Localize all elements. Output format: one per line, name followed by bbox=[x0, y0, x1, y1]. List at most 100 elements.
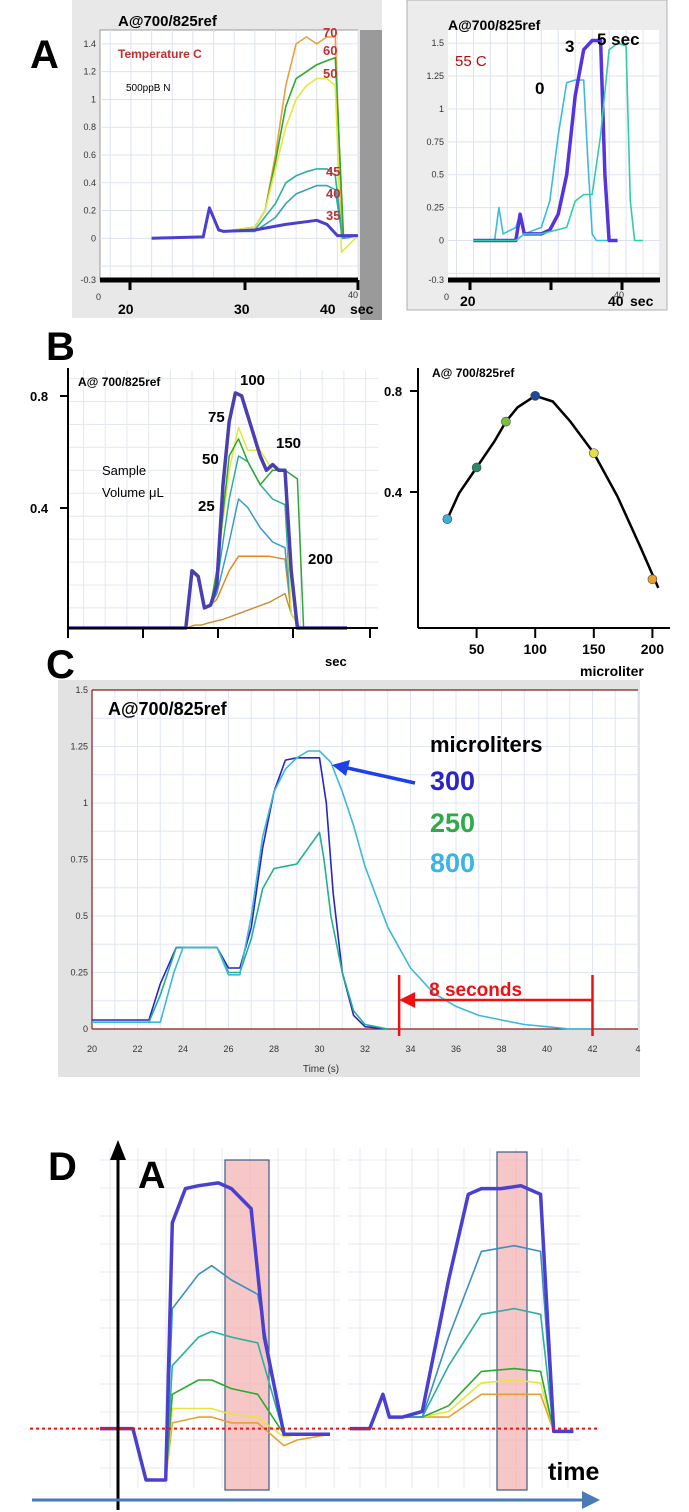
a1-label-40: 40 bbox=[326, 186, 340, 201]
c-annotation-arrowhead bbox=[399, 992, 416, 1008]
a2-label-3: 3 bbox=[565, 37, 574, 56]
panel-label-c: C bbox=[46, 643, 75, 687]
b2-x-tick-150: 150 bbox=[582, 641, 606, 657]
b1-y-tick-0.4: 0.4 bbox=[30, 501, 49, 516]
c-x-tick-38: 38 bbox=[496, 1044, 506, 1054]
a1-small-tick-40: 40 bbox=[348, 290, 358, 300]
c-x-tick-42: 42 bbox=[587, 1044, 597, 1054]
d-x-axis-label: time bbox=[548, 1458, 600, 1486]
c-legend-title: microliters bbox=[430, 732, 543, 757]
b1-note-line2: Volume μL bbox=[102, 485, 164, 500]
c-annotation-text: 8 seconds bbox=[429, 980, 522, 1001]
d-y-axis-arrowhead bbox=[110, 1140, 126, 1160]
d-y-axis-label: A bbox=[138, 1155, 165, 1197]
a1-note: 500ppB N bbox=[126, 83, 170, 94]
c-y-tick-1.25: 1.25 bbox=[70, 742, 88, 752]
c-x-tick-32: 32 bbox=[360, 1044, 370, 1054]
b2-point-100 bbox=[530, 390, 541, 401]
a1-small-tick-0: 0 bbox=[96, 292, 101, 302]
a1-y-tick-1: 1 bbox=[91, 94, 96, 104]
c-x-tick-36: 36 bbox=[451, 1044, 461, 1054]
c-y-tick-0.5: 0.5 bbox=[75, 911, 88, 921]
c-x-tick-22: 22 bbox=[132, 1044, 142, 1054]
d-left-plot bbox=[100, 1148, 340, 1488]
c-y-tick-1.5: 1.5 bbox=[75, 685, 88, 695]
c-y-tick-0.75: 0.75 bbox=[70, 855, 88, 865]
chart-b1: 0.8 0.4 A@ 700/825ref Sample Volume μL s… bbox=[30, 368, 378, 669]
b1-y-tick-0.8: 0.8 bbox=[30, 389, 48, 404]
a1-label-70: 70 bbox=[323, 25, 337, 40]
b1-label-50: 50 bbox=[202, 451, 219, 468]
c-y-tick-0: 0 bbox=[83, 1024, 88, 1034]
a1-series-35 bbox=[151, 206, 358, 240]
b2-y-tick-0.8: 0.8 bbox=[384, 384, 402, 399]
b2-point-75 bbox=[501, 416, 511, 427]
c-legend-arrowhead bbox=[332, 760, 350, 776]
a1-label-45: 45 bbox=[326, 164, 340, 179]
a2-y-tick-0.25: 0.25 bbox=[426, 203, 444, 213]
c-x-tick-40: 40 bbox=[542, 1044, 552, 1054]
chart-b2: 50 100 150 200 0.8 0.4 A@ 700/825ref microl… bbox=[384, 366, 670, 679]
b2-title: A@ 700/825ref bbox=[432, 366, 515, 380]
b1-label-25: 25 bbox=[198, 498, 215, 515]
b1-label-100: 100 bbox=[240, 372, 265, 389]
b2-point-50 bbox=[471, 462, 482, 473]
a1-x-tick-40: 40 bbox=[320, 301, 336, 317]
b2-point-25 bbox=[442, 514, 453, 524]
a2-plot-area bbox=[448, 30, 660, 280]
c-annotation: 8 seconds bbox=[397, 975, 594, 1036]
b2-point-200 bbox=[647, 574, 658, 585]
chart-c: 20 22 24 26 28 30 32 34 36 38 40 42 4 1.5 1.25 1 0.75 0.… bbox=[58, 680, 641, 1077]
chart-a1: 1.41.210.80.60.40.20-0.3 0 40 20 30 40 s… bbox=[72, 0, 382, 320]
panel-label-b: B bbox=[46, 325, 75, 369]
a1-y-tick-0.4: 0.4 bbox=[83, 178, 96, 188]
c-x-tick-34: 34 bbox=[405, 1044, 415, 1054]
b1-series-100 bbox=[68, 391, 347, 630]
b1-label-200: 200 bbox=[308, 551, 333, 568]
a1-y-tick-0.6: 0.6 bbox=[83, 150, 96, 160]
a1-x-axis-label: sec bbox=[350, 301, 374, 317]
a2-subtitle: 55 C bbox=[455, 53, 487, 70]
d-x-axis-arrowhead bbox=[582, 1491, 600, 1509]
b1-note-line1: Sample bbox=[102, 463, 146, 478]
a1-label-50: 50 bbox=[323, 66, 337, 81]
a2-label-0: 0 bbox=[535, 79, 544, 98]
c-series-800 bbox=[92, 750, 593, 1030]
a2-y-tick-1.25: 1.25 bbox=[426, 71, 444, 81]
b2-x-axis-label: microliter bbox=[580, 663, 644, 679]
a2-series-5-sec bbox=[473, 42, 643, 242]
a2-series-3 bbox=[473, 38, 618, 243]
a2-title: A@700/825ref bbox=[448, 17, 541, 33]
c-legend-arrow bbox=[342, 765, 416, 785]
d-right-series-5 bbox=[350, 1183, 574, 1434]
a1-scrollbar[interactable] bbox=[360, 30, 382, 320]
a2-label-5sec: 5 sec bbox=[597, 30, 640, 49]
a2-x-tick-40: 40 bbox=[608, 293, 624, 309]
b1-x-axis-label: sec bbox=[325, 654, 347, 669]
c-x-tick-4: 4 bbox=[635, 1044, 640, 1054]
b2-x-tick-100: 100 bbox=[524, 641, 548, 657]
b2-point-150 bbox=[589, 448, 599, 458]
b2-x-tick-200: 200 bbox=[641, 641, 665, 657]
c-x-tick-30: 30 bbox=[314, 1044, 324, 1054]
c-x-tick-26: 26 bbox=[223, 1044, 233, 1054]
a1-y-tick-0: 0 bbox=[91, 233, 96, 243]
a2-series-0 bbox=[473, 79, 610, 242]
a2-x-axis-label: sec bbox=[630, 293, 654, 309]
c-title: A@700/825ref bbox=[108, 699, 228, 719]
a1-title: A@700/825ref bbox=[118, 13, 218, 30]
panel-label-a: A bbox=[30, 33, 59, 77]
a2-x-tick-20: 20 bbox=[460, 293, 476, 309]
c-x-tick-20: 20 bbox=[87, 1044, 97, 1054]
b1-label-75: 75 bbox=[208, 409, 225, 426]
a1-x-tick-20: 20 bbox=[118, 301, 134, 317]
a1-y-tick-0.8: 0.8 bbox=[83, 122, 96, 132]
a1-y-tick--0.3: -0.3 bbox=[80, 275, 96, 285]
a1-x-tick-30: 30 bbox=[234, 301, 250, 317]
c-x-axis-label: Time (s) bbox=[303, 1064, 339, 1075]
c-legend-250: 250 bbox=[430, 808, 475, 838]
d-left-series-5 bbox=[100, 1181, 330, 1482]
a1-y-tick-1.2: 1.2 bbox=[83, 67, 96, 77]
